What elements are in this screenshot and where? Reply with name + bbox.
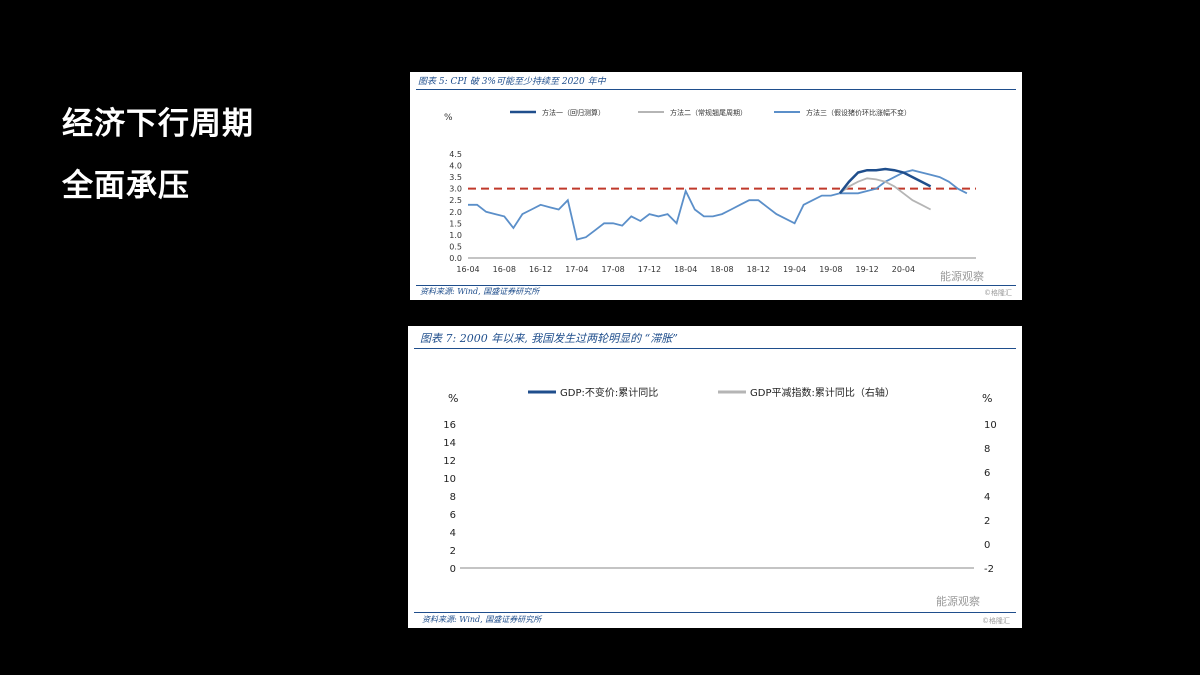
chart2-y-unit-left: % [448, 392, 458, 405]
chart1-source-rule [416, 285, 1016, 286]
chart2-y-tick-left: 4 [450, 528, 456, 539]
chart1-x-tick-label: 18-04 [674, 265, 697, 274]
chart1-y-tick-label: 4.5 [449, 150, 462, 159]
chart1-y-tick-label: 3.5 [449, 173, 462, 182]
chart1-x-tick-label: 19-04 [783, 265, 806, 274]
chart2-y-tick-right: 4 [984, 492, 990, 503]
chart1-y-tick-label: 4.0 [449, 162, 462, 171]
chart1-title-rule [416, 89, 1016, 90]
chart1-y-tick-label: 2.5 [449, 196, 462, 205]
chart1-x-tick-label: 19-12 [856, 265, 879, 274]
chart2-y-tick-right: 8 [984, 444, 990, 455]
chart2-y-tick-left: 16 [443, 420, 456, 431]
chart1-x-tick-label: 17-12 [638, 265, 661, 274]
chart1-y-tick-label: 0.5 [449, 242, 462, 251]
chart2-figure-title: 图表 7: 2000 年以来, 我国发生过两轮明显的 “滞胀” [420, 332, 678, 345]
chart2-y-tick-left: 6 [450, 510, 456, 521]
chart1-x-tick-label: 19-08 [819, 265, 842, 274]
chart2-y-tick-right: 6 [984, 468, 990, 479]
chart2-watermark: 能源观察 [936, 595, 980, 608]
chart1-series-line-1 [838, 167, 932, 195]
chart2-legend-label: GDP平减指数:累计同比（右轴） [750, 386, 895, 399]
chart2-y-tick-right: -2 [984, 564, 994, 575]
chart1-x-tick-label: 16-04 [456, 265, 479, 274]
chart2-title-rule [414, 348, 1016, 349]
chart1-figure-title: 图表 5: CPI 破 3%可能至少持续至 2020 年中 [418, 77, 606, 87]
chart2-y-tick-right: 2 [984, 516, 990, 527]
chart1-y-tick-label: 3.0 [449, 185, 462, 194]
chart1-x-tick-label: 16-12 [529, 265, 552, 274]
chart1-x-tick-label: 20-04 [892, 265, 915, 274]
chart1-legend-label: 方法二（常规翘尾周期） [670, 108, 747, 117]
slide-title-line2: 全面承压 [62, 168, 190, 204]
chart1-x-tick-label: 16-08 [493, 265, 516, 274]
chart1-x-tick-label: 17-04 [565, 265, 588, 274]
chart1-svg: % 0.0 0.5 1.0 1.5 2.0 2.5 3.0 3.5 4.0 4.5 16-04 16-0… [444, 108, 976, 274]
chart2-y-tick-right: 0 [984, 540, 990, 551]
chart1-panel: 图表 5: CPI 破 3%可能至少持续至 2020 年中 % 0.0 0.5 1.0… [410, 72, 1022, 300]
chart1-y-tick-label: 0.0 [449, 254, 462, 263]
chart1-legend-label: 方法一（回归测算） [542, 108, 605, 117]
chart2-y-tick-left: 10 [443, 474, 456, 485]
chart2-y-tick-left: 2 [450, 546, 456, 557]
chart2-legend-label: GDP:不变价:累计同比 [560, 386, 658, 399]
chart2-svg: %%0246810121416-2024681000-0301-0903-030… [443, 386, 997, 575]
chart1-y-tick-label: 1.5 [449, 219, 462, 228]
chart1-x-tick-label: 18-12 [747, 265, 770, 274]
chart1-series-line-3 [468, 169, 968, 241]
chart2-watermark-small: ©格隆汇 [982, 617, 1010, 625]
chart1-x-tick-label: 18-08 [710, 265, 733, 274]
chart1-y-tick-label: 1.0 [449, 231, 462, 240]
chart2-y-tick-right: 10 [984, 420, 997, 431]
chart2-y-tick-left: 0 [450, 564, 456, 575]
chart1-watermark-small: ©格隆汇 [984, 289, 1012, 297]
slide-title-line1: 经济下行周期 [62, 106, 254, 142]
chart2-source-rule [414, 612, 1016, 613]
chart2-y-tick-left: 12 [443, 456, 456, 467]
chart1-source: 资料来源: Wind, 国盛证券研究所 [420, 287, 540, 296]
chart1-watermark: 能源观察 [940, 270, 984, 283]
chart2-y-tick-left: 8 [450, 492, 456, 503]
chart1-y-unit: % [444, 113, 453, 123]
chart1-legend-label: 方法三（假设猪价环比涨幅不变） [806, 108, 911, 117]
chart2-source: 资料来源: Wind, 国盛证券研究所 [422, 615, 542, 624]
chart2-panel: 图表 7: 2000 年以来, 我国发生过两轮明显的 “滞胀” %% 0 2 4 6 8 1… [408, 326, 1022, 628]
chart1-x-tick-label: 17-08 [602, 265, 625, 274]
chart2-y-unit-right: % [982, 392, 992, 405]
chart1-y-tick-label: 2.0 [449, 208, 462, 217]
chart2-y-tick-left: 14 [443, 438, 456, 449]
chart1-series-line-2 [839, 177, 932, 211]
